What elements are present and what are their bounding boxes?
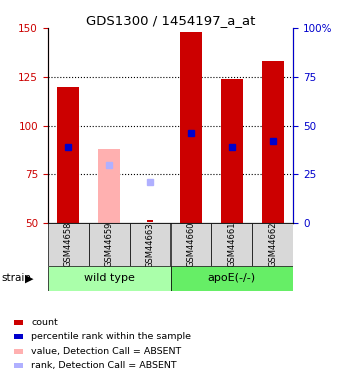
Bar — [262, 61, 284, 223]
Bar — [221, 79, 243, 223]
Bar — [57, 87, 79, 223]
Bar — [48, 266, 170, 291]
Text: ▶: ▶ — [25, 273, 33, 284]
Title: GDS1300 / 1454197_a_at: GDS1300 / 1454197_a_at — [86, 14, 255, 27]
Text: apoE(-/-): apoE(-/-) — [208, 273, 256, 284]
Bar — [48, 223, 89, 266]
Bar — [211, 223, 252, 266]
Bar — [170, 223, 211, 266]
Text: rank, Detection Call = ABSENT: rank, Detection Call = ABSENT — [31, 362, 177, 370]
Text: percentile rank within the sample: percentile rank within the sample — [31, 332, 191, 341]
Bar — [180, 32, 202, 223]
Text: GSM44658: GSM44658 — [64, 222, 73, 267]
Bar — [130, 223, 170, 266]
Bar — [14, 349, 23, 354]
Bar — [14, 334, 23, 339]
Bar — [147, 220, 153, 222]
Bar — [98, 149, 120, 223]
Text: GSM44663: GSM44663 — [146, 222, 154, 267]
Text: GSM44659: GSM44659 — [105, 222, 114, 267]
Text: GSM44662: GSM44662 — [268, 222, 277, 267]
Bar — [252, 223, 293, 266]
Bar — [14, 363, 23, 369]
Text: GSM44661: GSM44661 — [227, 222, 236, 267]
Bar — [89, 223, 130, 266]
Text: count: count — [31, 318, 58, 327]
Bar — [14, 320, 23, 325]
Bar — [170, 266, 293, 291]
Text: GSM44660: GSM44660 — [187, 222, 195, 267]
Text: value, Detection Call = ABSENT: value, Detection Call = ABSENT — [31, 347, 181, 356]
Text: strain: strain — [2, 273, 32, 284]
Text: wild type: wild type — [84, 273, 135, 284]
